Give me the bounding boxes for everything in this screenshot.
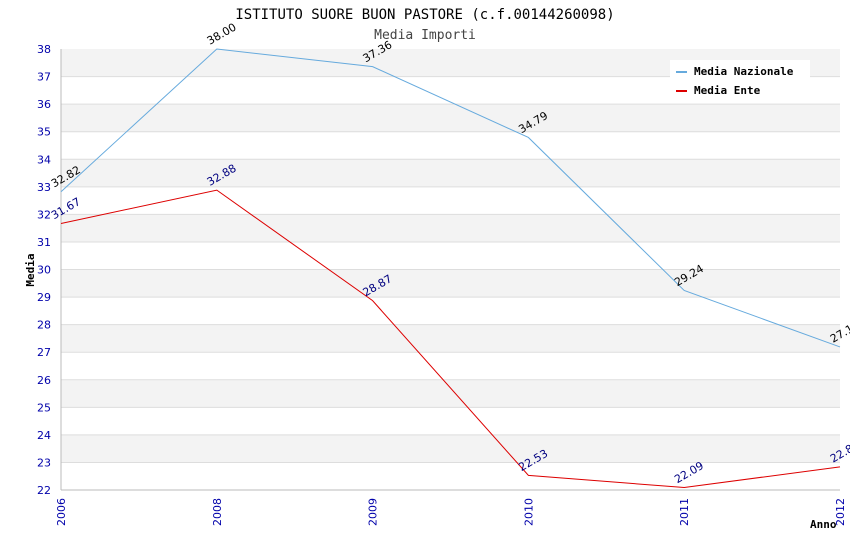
series-lines [60,48,841,489]
legend-label-media-ente: Media Ente [694,84,761,97]
y-tick-label: 32 [37,208,51,221]
series-line-1 [60,189,841,489]
y-tick-label: 29 [37,291,51,304]
x-tick-label: 2010 [522,498,535,526]
grid-band [61,269,840,298]
data-label: 38.00 [205,21,239,48]
x-tick-label: 2008 [211,498,224,526]
y-tick-label: 28 [37,319,51,332]
y-tick-label: 24 [37,429,51,442]
x-tick-label: 2011 [678,498,691,526]
y-tick-labels: 22 23 24 25 26 27 28 29 30 31 32 33 34 35 36 37 38 [37,43,51,497]
grid-band [61,324,840,353]
x-tick-label: 2009 [367,498,380,526]
y-tick-label: 31 [37,236,51,249]
legend-label-media-nazionale: Media Nazionale [694,65,794,78]
y-tick-label: 34 [37,153,51,166]
y-tick-label: 25 [37,401,51,414]
grid-band [61,104,840,132]
legend-box [670,60,810,102]
y-tick-label: 36 [37,98,51,111]
grid-band [61,434,840,463]
x-axis-label: Anno [810,518,837,531]
y-tick-label: 38 [37,43,51,56]
y-tick-label: 22 [37,484,51,497]
x-tick-label: 2012 [834,498,847,526]
y-tick-label: 37 [37,71,51,84]
y-axis-label: Media [24,253,37,286]
grid-band [61,297,840,325]
y-tick-label: 35 [37,126,51,139]
series-line-0 [60,48,841,348]
y-tick-label: 33 [37,181,51,194]
x-tick-labels: 2006 2008 2009 2010 2011 2012 [55,498,847,526]
chart-title: ISTITUTO SUORE BUON PASTORE (c.f.0014426… [235,7,614,23]
x-tick-label: 2006 [55,498,68,526]
legend: Media Nazionale Media Ente [670,60,810,102]
grid-band [61,462,840,490]
axes [60,49,840,491]
grid-band [61,159,840,187]
grid-band [61,214,840,242]
y-tick-label: 23 [37,456,51,469]
grid-band [61,379,840,408]
grid-band [61,186,840,215]
grid-band [61,241,840,270]
y-tick-label: 30 [37,264,51,277]
grid-band [61,131,840,160]
grid-band [61,407,840,435]
grid-bands [61,49,840,491]
y-tick-label: 26 [37,374,51,387]
chart-subtitle: Media Importi [374,28,476,43]
y-tick-label: 27 [37,346,51,359]
grid-band [61,352,840,380]
